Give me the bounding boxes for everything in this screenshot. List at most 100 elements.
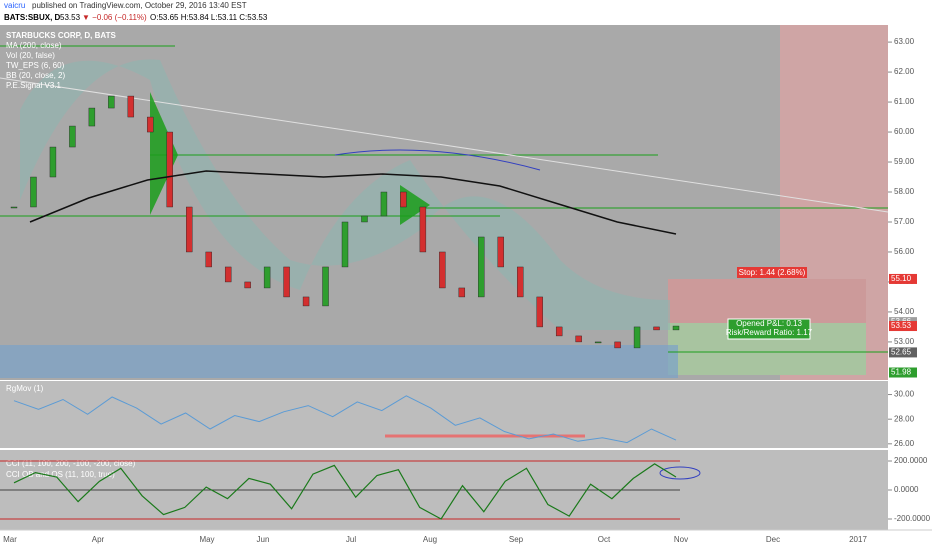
rr-label: Risk/Reward Ratio: 1.17 bbox=[726, 328, 813, 337]
change: ▼ −0.06 (−0.11%) bbox=[82, 13, 147, 22]
price-label-box bbox=[889, 273, 917, 284]
candle bbox=[594, 341, 602, 344]
candle bbox=[439, 251, 446, 289]
ma-line bbox=[29, 170, 677, 235]
x-tick-label: Aug bbox=[423, 535, 437, 544]
legend-item: P.E.Signal V3.1 bbox=[6, 81, 62, 90]
candle bbox=[575, 335, 582, 343]
volume-band bbox=[0, 345, 678, 378]
candle bbox=[341, 221, 349, 268]
cci-label: CCI (11, 100, 200, -100, -200, close) bbox=[6, 459, 136, 468]
published: published on TradingView.com, October 29… bbox=[32, 1, 247, 10]
y-tick-label: -200.0000 bbox=[894, 514, 931, 523]
legend-item: BB (20, close, 2) bbox=[6, 71, 65, 80]
rgmov-pane bbox=[0, 381, 888, 448]
candle bbox=[672, 325, 680, 331]
candle bbox=[127, 95, 135, 118]
candle bbox=[458, 287, 466, 298]
y-tick-label: 26.00 bbox=[894, 439, 915, 448]
candle bbox=[30, 176, 37, 208]
y-tick-label: 54.00 bbox=[894, 307, 915, 316]
candle bbox=[166, 131, 173, 208]
ohlc: O:53.65 H:53.84 L:53.11 C:53.53 bbox=[150, 13, 268, 22]
candle bbox=[322, 266, 329, 307]
candle bbox=[555, 326, 563, 337]
candle bbox=[108, 95, 115, 109]
signal-triangle bbox=[150, 92, 178, 215]
y-tick-label: 56.00 bbox=[894, 247, 915, 256]
stop-label-box bbox=[737, 267, 807, 278]
x-tick-label: Nov bbox=[674, 535, 688, 544]
y-tick-label: 0.0000 bbox=[894, 485, 919, 494]
price-label-box bbox=[889, 367, 917, 378]
author[interactable]: vaicru bbox=[4, 1, 25, 10]
annotation-ellipse bbox=[659, 466, 701, 480]
y-tick-label: 63.00 bbox=[894, 37, 915, 46]
cci-line bbox=[13, 463, 677, 520]
pnl-box bbox=[727, 318, 811, 340]
candle bbox=[49, 146, 57, 178]
candle bbox=[478, 236, 485, 298]
x-tick-label: Jun bbox=[257, 535, 270, 544]
price-label-box bbox=[889, 347, 917, 358]
bollinger-band bbox=[20, 59, 670, 330]
y-tick-label: 57.00 bbox=[894, 217, 915, 226]
candle bbox=[69, 125, 76, 148]
legend-item: Vol (20, false) bbox=[6, 51, 55, 60]
stop-zone bbox=[668, 279, 866, 323]
x-tick-label: 2017 bbox=[849, 535, 867, 544]
x-tick-label: Dec bbox=[766, 535, 780, 544]
legend-item: STARBUCKS CORP, D, BATS bbox=[6, 31, 116, 40]
rgmov-line bbox=[13, 395, 677, 444]
legend-item: MA (200, close) bbox=[6, 41, 62, 50]
price-label: 51.98 bbox=[891, 368, 912, 377]
y-tick-label: 60.00 bbox=[894, 127, 915, 136]
candle bbox=[653, 326, 660, 331]
pnl-label: Opened P&L: 0.13 bbox=[736, 319, 802, 328]
x-tick-label: Sep bbox=[509, 535, 524, 544]
candle bbox=[224, 266, 232, 283]
header-bar bbox=[0, 0, 932, 25]
candle bbox=[263, 266, 271, 289]
price-label: 52.65 bbox=[891, 348, 912, 357]
candle bbox=[633, 326, 641, 349]
y-tick-label: 61.00 bbox=[894, 97, 915, 106]
y-tick-label: 53.00 bbox=[894, 337, 915, 346]
x-tick-label: Oct bbox=[598, 535, 611, 544]
price-label: 53.53 bbox=[891, 321, 912, 330]
price-label-box bbox=[889, 321, 917, 332]
y-tick-label: 59.00 bbox=[894, 157, 915, 166]
x-tick-label: Apr bbox=[92, 535, 105, 544]
y-tick-label: 62.00 bbox=[894, 67, 915, 76]
y-tick-label: 30.00 bbox=[894, 390, 915, 399]
cci-label-2: CCI OB and OS (11, 100, true) bbox=[6, 470, 115, 479]
candle bbox=[186, 206, 193, 253]
trend-line bbox=[0, 77, 889, 213]
price-axis bbox=[888, 25, 932, 550]
candle bbox=[244, 281, 251, 289]
y-tick-label: 200.0000 bbox=[894, 456, 928, 465]
candle bbox=[380, 191, 388, 217]
symbol: BATS:SBUX, D bbox=[4, 13, 61, 22]
candle bbox=[283, 266, 290, 298]
y-tick-label: 58.00 bbox=[894, 187, 915, 196]
candle bbox=[497, 236, 504, 268]
candle bbox=[361, 215, 368, 223]
candle bbox=[517, 266, 524, 298]
candle bbox=[88, 107, 96, 127]
candle bbox=[400, 191, 407, 208]
x-tick-label: May bbox=[199, 535, 214, 544]
eps-line bbox=[334, 149, 541, 171]
candle bbox=[302, 296, 310, 307]
candle bbox=[536, 296, 543, 328]
legend-item: TW_EPS (6, 60) bbox=[6, 61, 65, 70]
price-label: 55.10 bbox=[891, 274, 912, 283]
signal-triangle bbox=[400, 185, 430, 225]
x-tick-label: Jul bbox=[346, 535, 356, 544]
rgmov-label: RgMov (1) bbox=[6, 384, 44, 393]
candle bbox=[10, 206, 18, 209]
candle bbox=[419, 206, 427, 253]
candle bbox=[205, 251, 212, 268]
y-tick-label: 28.00 bbox=[894, 414, 915, 423]
